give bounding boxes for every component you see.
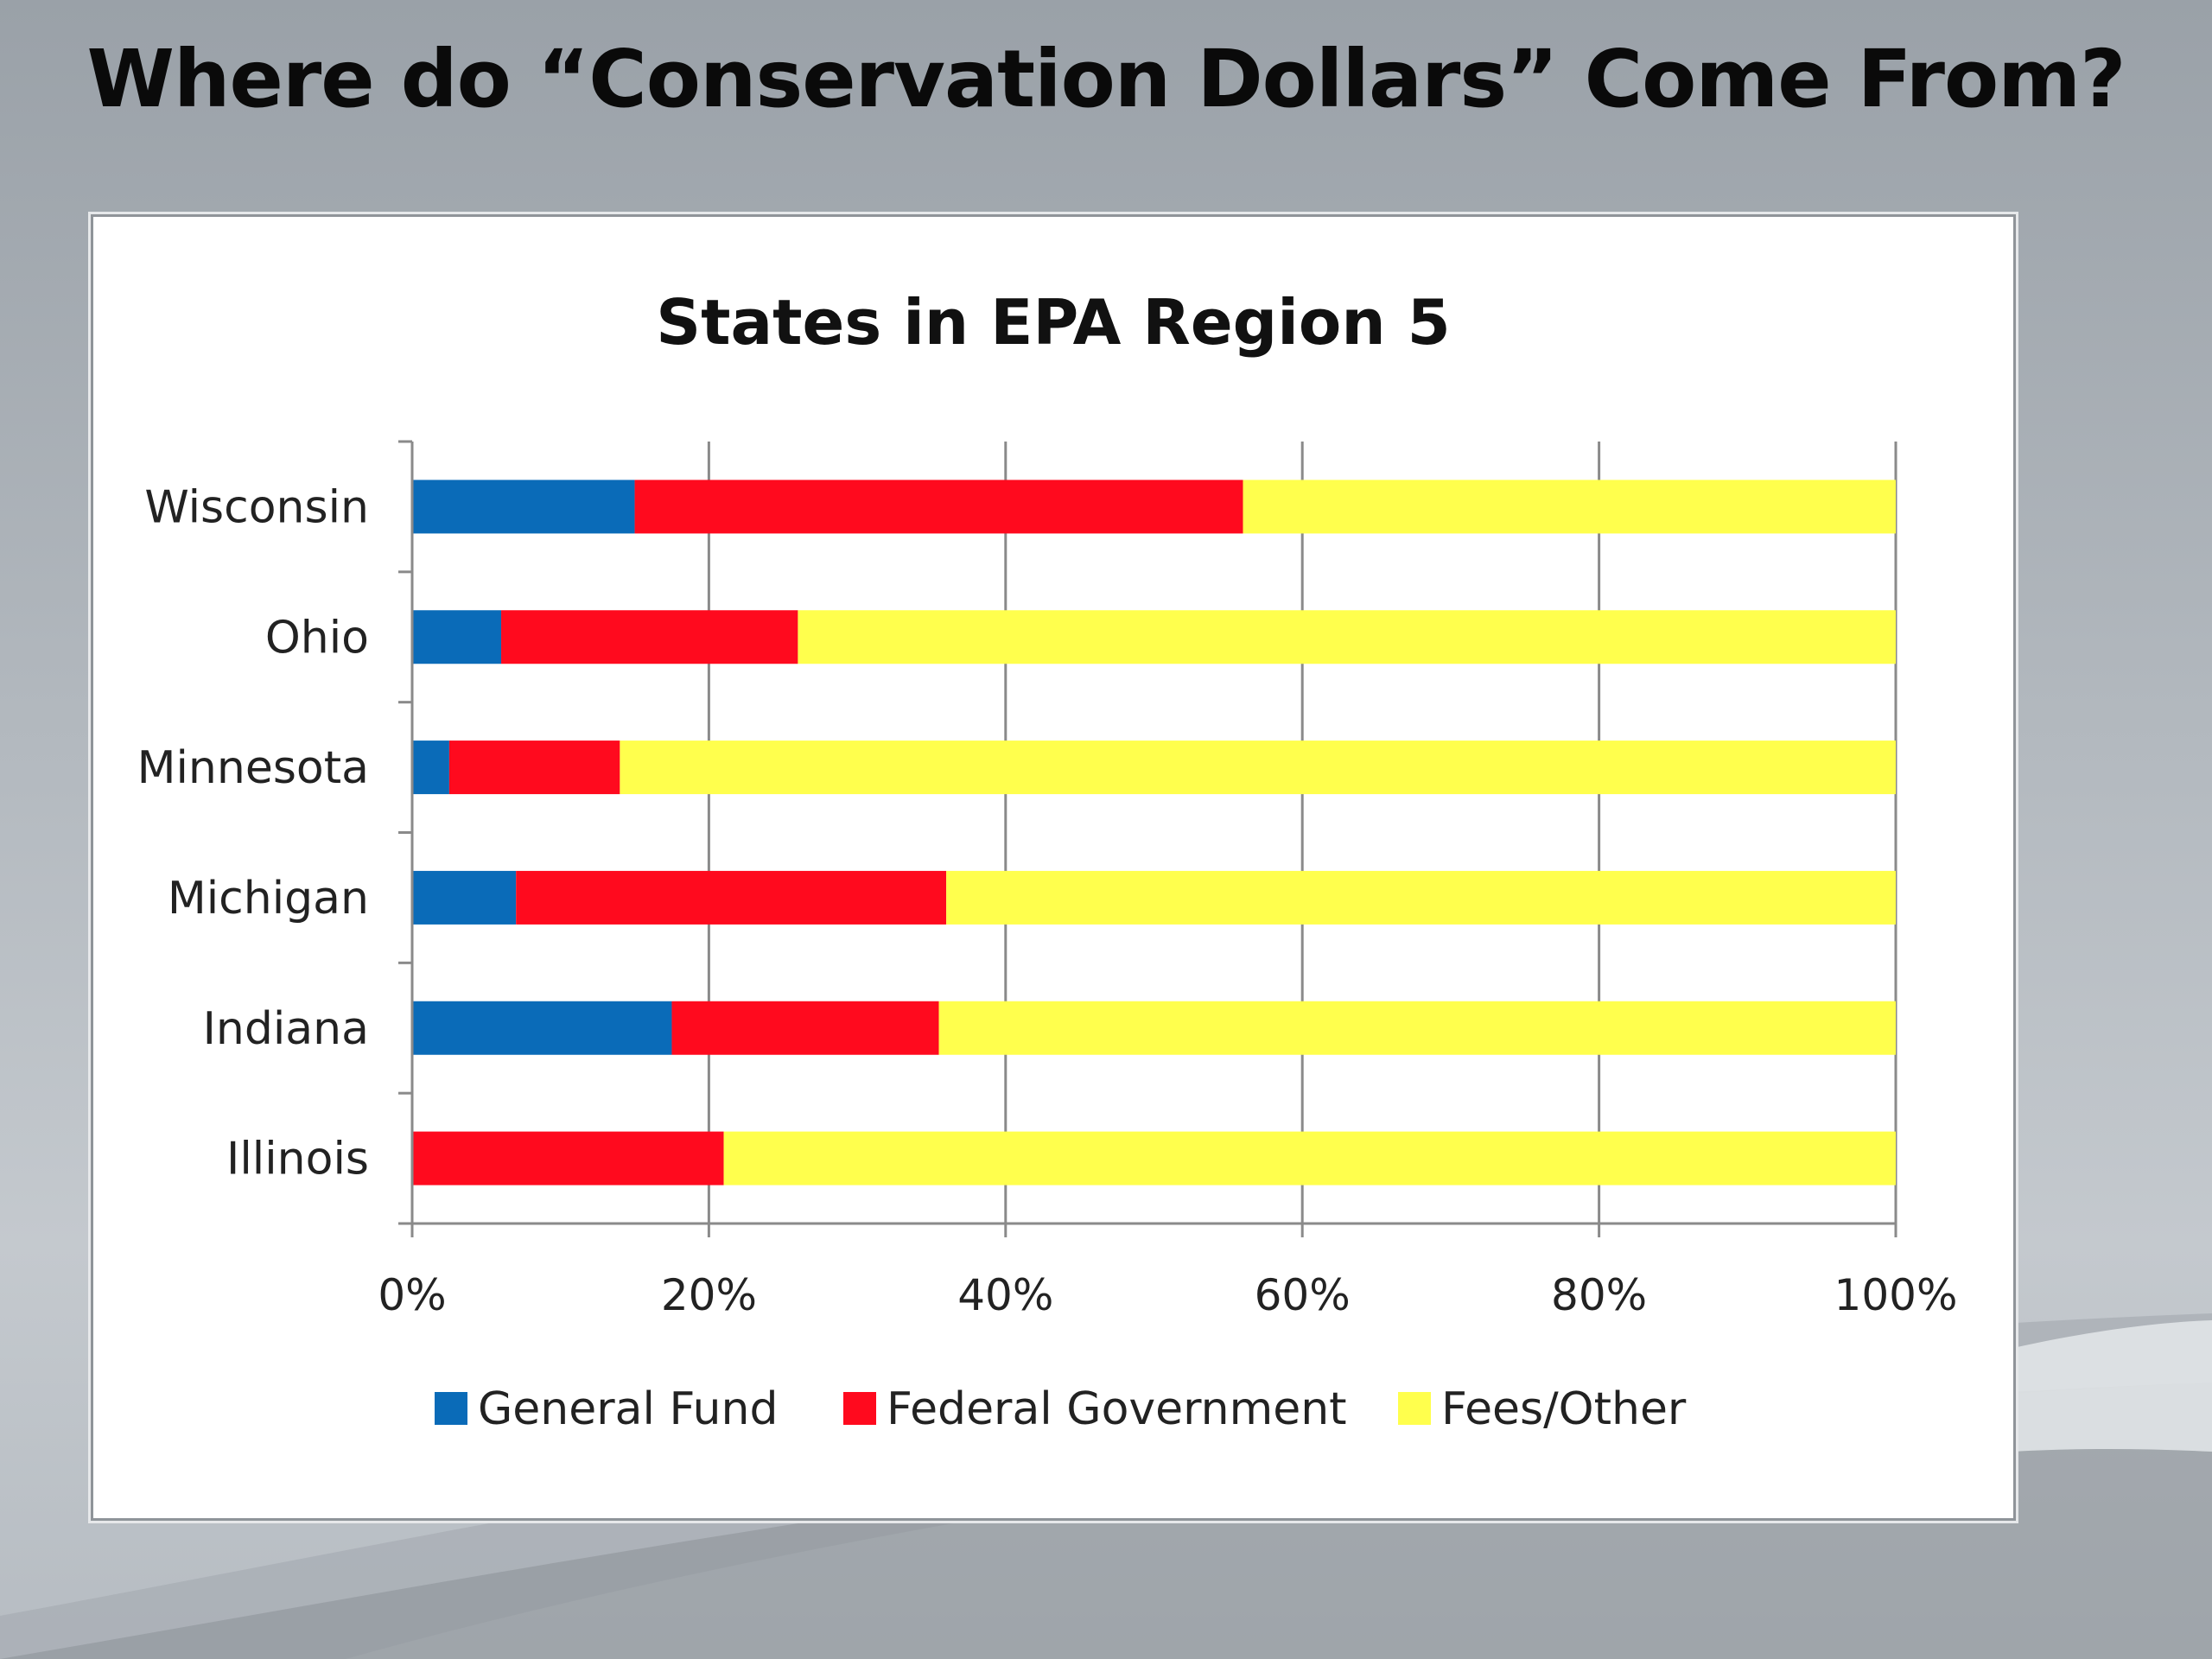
bar-segment [723, 1131, 1896, 1185]
x-tick-label: 100% [1834, 1270, 1958, 1320]
slide-title: Where do “Conservation Dollars” Come Fro… [86, 33, 2126, 125]
bar-segment [412, 480, 635, 534]
bar-segment [1243, 480, 1896, 534]
category-label: Minnesota [137, 742, 369, 794]
bar-segment [412, 870, 517, 925]
bar-segment [798, 610, 1897, 664]
gridlines [707, 442, 1897, 1224]
x-tick-label: 0% [378, 1270, 446, 1320]
axis-labels: 0% 20% 40% 60% 80% 100% Wisconsin Ohio Minnesota… [137, 481, 1958, 1320]
bar-segment [412, 741, 449, 795]
bar-segment [938, 1001, 1896, 1055]
bar-segment [671, 1001, 939, 1055]
legend-swatch [435, 1392, 467, 1425]
bar-segment [501, 610, 798, 664]
x-tick-label: 80% [1551, 1270, 1647, 1320]
bar-segment [412, 610, 502, 664]
category-label: Ohio [265, 612, 369, 664]
legend-label: Fees/Other [1441, 1383, 1687, 1435]
category-label: Indiana [203, 1003, 369, 1055]
bar-segment [516, 870, 947, 925]
bar-segment [946, 870, 1896, 925]
legend-swatch [1398, 1392, 1431, 1425]
chart-title: States in EPA Region 5 [656, 286, 1451, 359]
x-tick-label: 40% [957, 1270, 1053, 1320]
x-tick-label: 20% [661, 1270, 757, 1320]
category-label: Michigan [168, 873, 369, 925]
legend-label: Federal Government [887, 1383, 1347, 1435]
x-tick-label: 60% [1255, 1270, 1351, 1320]
axes [398, 440, 1897, 1237]
bar-segment [448, 741, 620, 795]
category-label: Wisconsin [144, 481, 369, 533]
bar-chart: States in EPA Region 5 0% 20% 40% 60% 80% 100… [137, 286, 1958, 1435]
chart-frame: States in EPA Region 5 0% 20% 40% 60% 80% 100… [91, 214, 2016, 1521]
legend: General Fund Federal Government Fees/Other [435, 1383, 1687, 1435]
bar-segment [620, 741, 1896, 795]
legend-label: General Fund [478, 1383, 778, 1435]
category-label: Illinois [226, 1134, 369, 1185]
bar-segment [634, 480, 1243, 534]
bars [412, 480, 1897, 1185]
bar-segment [412, 1131, 724, 1185]
legend-swatch [843, 1392, 876, 1425]
bar-segment [412, 1001, 672, 1055]
